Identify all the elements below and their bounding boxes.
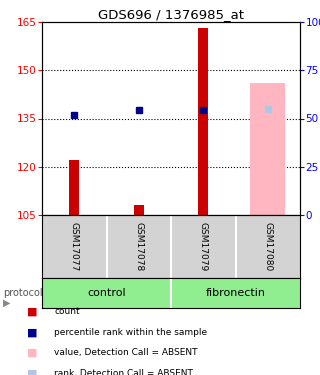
Text: ■: ■ bbox=[27, 327, 37, 338]
Text: ■: ■ bbox=[27, 348, 37, 358]
Text: control: control bbox=[87, 288, 126, 298]
Bar bbox=[198, 28, 208, 215]
Text: GSM17080: GSM17080 bbox=[263, 222, 272, 271]
Text: protocol: protocol bbox=[3, 288, 43, 298]
Text: fibronectin: fibronectin bbox=[205, 288, 266, 298]
Text: GSM17078: GSM17078 bbox=[134, 222, 143, 271]
Text: percentile rank within the sample: percentile rank within the sample bbox=[54, 328, 208, 337]
Text: ■: ■ bbox=[27, 369, 37, 375]
Text: rank, Detection Call = ABSENT: rank, Detection Call = ABSENT bbox=[54, 369, 193, 375]
Text: GSM17077: GSM17077 bbox=[70, 222, 79, 271]
Text: ■: ■ bbox=[27, 307, 37, 317]
Text: ▶: ▶ bbox=[3, 297, 11, 307]
Title: GDS696 / 1376985_at: GDS696 / 1376985_at bbox=[98, 8, 244, 21]
Bar bbox=[134, 206, 144, 215]
Bar bbox=[250, 83, 285, 215]
Text: GSM17079: GSM17079 bbox=[199, 222, 208, 271]
Text: value, Detection Call = ABSENT: value, Detection Call = ABSENT bbox=[54, 348, 198, 357]
Bar bbox=[69, 160, 79, 215]
Text: count: count bbox=[54, 307, 80, 316]
